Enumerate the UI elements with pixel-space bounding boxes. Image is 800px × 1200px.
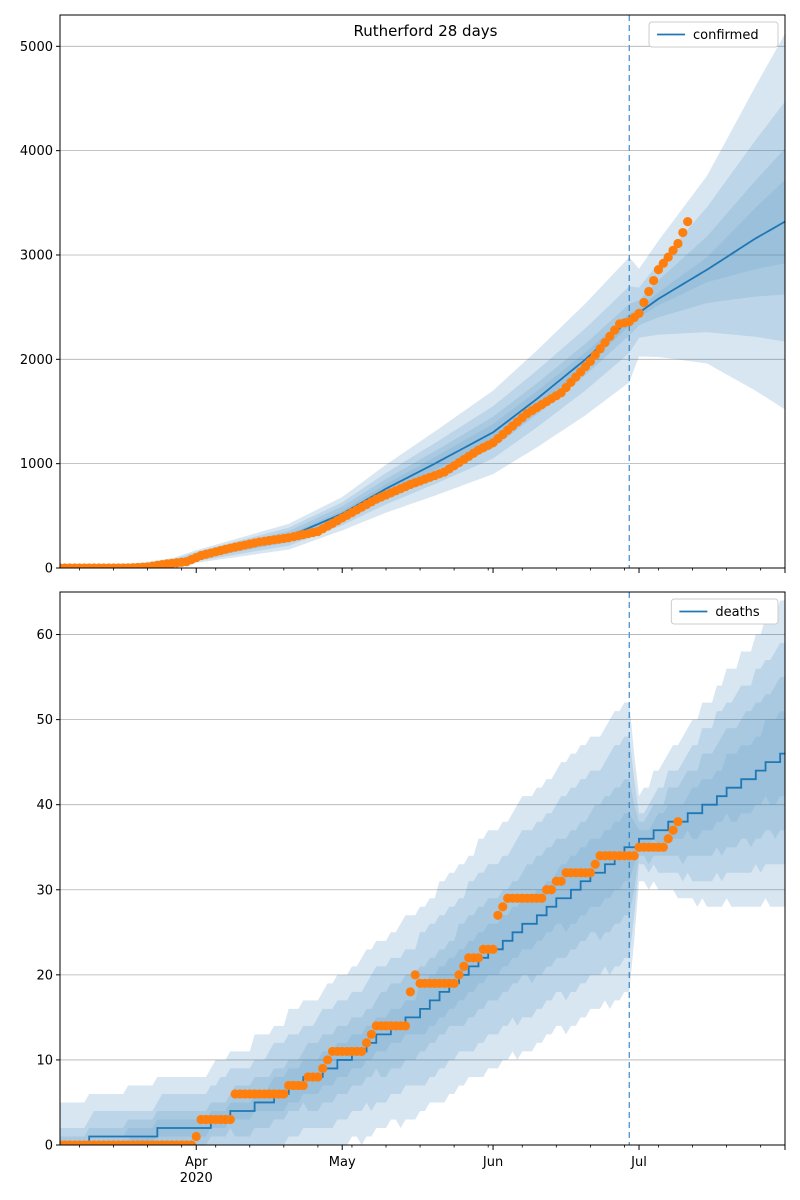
y-tick-label: 5000 <box>20 40 53 55</box>
plot-area <box>60 592 785 1145</box>
uncertainty-band-3 <box>60 643 785 1145</box>
observed-point <box>600 338 610 348</box>
observed-point <box>673 238 683 249</box>
observed-point <box>323 1055 333 1065</box>
observed-point <box>590 859 600 869</box>
observed-point <box>225 1114 235 1125</box>
x-tick-label: Jul <box>630 1155 647 1170</box>
observed-point <box>585 868 595 878</box>
observed-point <box>595 344 605 354</box>
observed-point <box>498 902 508 912</box>
observed-point <box>610 325 620 335</box>
x-tick-label: Jun <box>482 1155 503 1170</box>
observed-point <box>191 1131 201 1142</box>
observed-point <box>186 1140 196 1145</box>
observed-point <box>668 825 678 835</box>
y-tick-label: 40 <box>36 798 53 813</box>
x-tick-label: Apr <box>185 1155 208 1170</box>
x-tick-label: May <box>329 1155 356 1170</box>
observed-point <box>493 910 503 920</box>
observed-point <box>449 978 459 988</box>
observed-point <box>668 245 678 255</box>
y-tick-label: 4000 <box>20 144 53 159</box>
observed-point <box>649 275 659 286</box>
observed-point <box>298 1080 308 1091</box>
observed-point <box>683 216 693 227</box>
observed-point <box>537 893 547 903</box>
axes-frame <box>59 591 786 1146</box>
observed-point <box>605 331 615 341</box>
observed-point <box>663 834 673 844</box>
observed-point <box>488 944 498 954</box>
observed-point <box>629 851 639 861</box>
observed-point <box>459 961 469 971</box>
legend-label: confirmed <box>693 28 759 43</box>
observed-point <box>644 286 654 297</box>
y-tick-label: 0 <box>45 562 53 577</box>
plot-area <box>60 15 785 568</box>
y-tick-label: 3000 <box>20 248 53 263</box>
observed-point <box>678 227 688 238</box>
observed-point <box>663 252 673 262</box>
y-tick-label: 30 <box>36 883 53 898</box>
axes-frame <box>59 14 786 569</box>
observed-point <box>279 1089 289 1099</box>
observed-point <box>454 970 464 980</box>
observed-point <box>546 885 557 895</box>
observed-point <box>658 842 668 852</box>
observed-point <box>634 308 644 319</box>
chart-panels: 0 1000 2000 3000 4000 5000 Rutherford 28 days c… <box>20 14 786 1186</box>
observed-point <box>405 987 415 997</box>
observed-point <box>473 953 484 963</box>
uncertainty-band-2 <box>60 677 785 1145</box>
observed-point <box>357 1046 367 1057</box>
observed-point <box>590 350 600 360</box>
y-tick-label: 20 <box>36 968 53 983</box>
uncertainty-band-4 <box>60 600 785 1145</box>
y-tick-label: 2000 <box>20 353 53 368</box>
observed-points <box>60 817 683 1145</box>
y-tick-label: 0 <box>45 1139 53 1154</box>
y-tick-label: 10 <box>36 1053 53 1068</box>
observed-point <box>313 1072 323 1082</box>
x-tick-label: 2020 <box>180 1171 213 1186</box>
legend: confirmed <box>648 21 779 48</box>
y-tick-label: 1000 <box>20 457 53 472</box>
observed-point <box>366 1029 377 1039</box>
observed-point <box>673 817 683 827</box>
y-tick-label: 60 <box>36 628 53 643</box>
observed-point <box>318 1063 328 1074</box>
y-axis: 0 10 20 30 40 50 60 <box>36 628 60 1154</box>
observed-point <box>639 297 649 308</box>
chart-title: Rutherford 28 days <box>354 22 498 40</box>
observed-point <box>410 970 420 980</box>
chart-panel-1: 0 1000 2000 3000 4000 5000 Rutherford 28 days c… <box>20 14 786 577</box>
observed-points <box>60 216 693 568</box>
x-axis <box>79 568 786 573</box>
observed-point <box>653 264 664 275</box>
legend-label: deaths <box>715 605 760 620</box>
y-axis: 0 1000 2000 3000 4000 5000 <box>20 40 60 577</box>
legend: deaths <box>670 598 779 625</box>
legend-box <box>648 21 779 48</box>
uncertainty-band-3 <box>60 101 785 568</box>
observed-point <box>585 356 595 367</box>
observed-point <box>658 258 668 268</box>
observed-point <box>361 1038 372 1048</box>
legend-box <box>670 598 779 625</box>
observed-point <box>400 1021 411 1031</box>
y-tick-label: 50 <box>36 713 53 728</box>
observed-point <box>556 876 566 886</box>
series-line-deaths <box>60 752 785 1145</box>
